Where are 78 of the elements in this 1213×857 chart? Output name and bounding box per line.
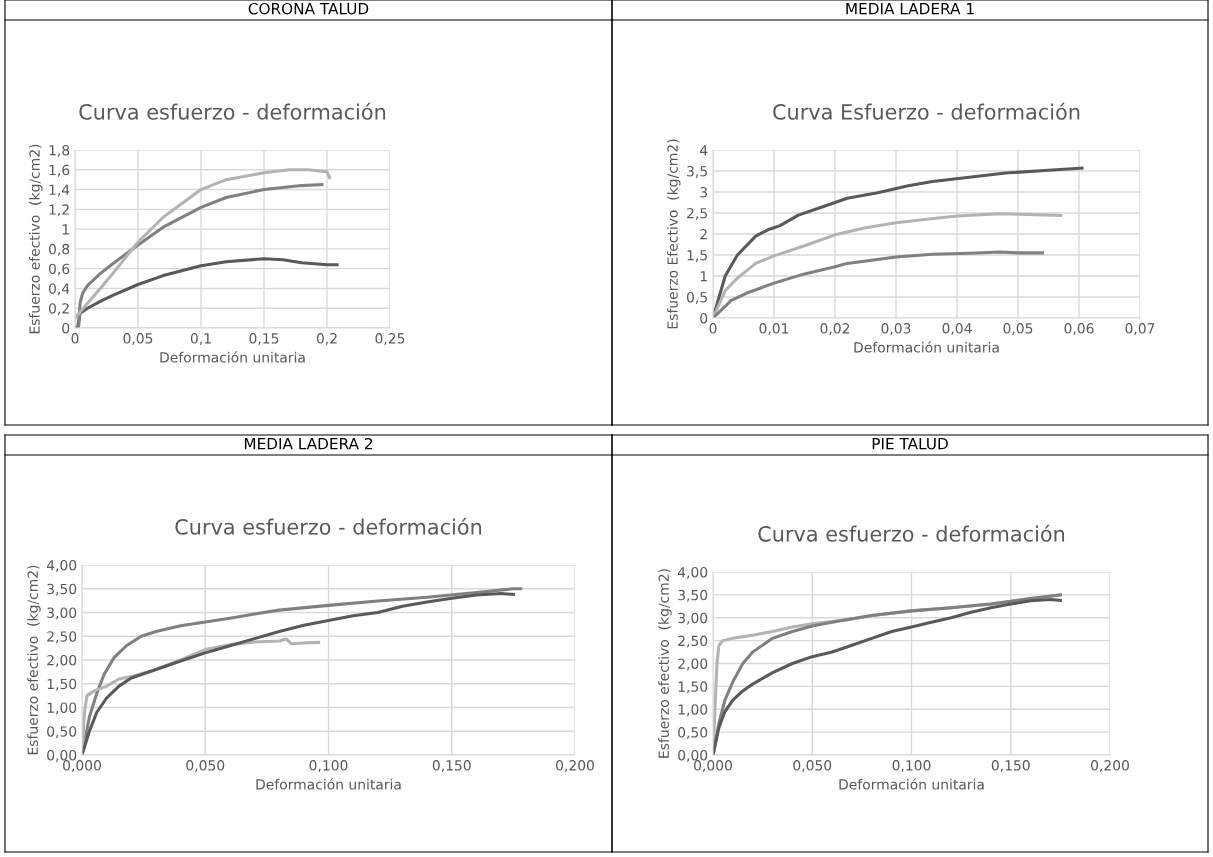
x-tick-label: 0,05	[123, 333, 153, 346]
y-tick-label: 3,50	[678, 589, 708, 602]
chart-title: MEDIA LADERA 2	[244, 437, 373, 450]
y-tick-label: 0,00	[47, 749, 77, 762]
y-tick-label: 1,6	[49, 164, 70, 177]
line-series	[75, 183, 324, 328]
chart-subtitle: Curva esfuerzo - deformación	[79, 102, 386, 120]
y-tick-label: 1,50	[678, 681, 708, 694]
y-tick-label: 1,00	[678, 704, 708, 717]
y-tick-label: 0,50	[678, 727, 708, 740]
y-tick-label: 2,00	[47, 654, 77, 667]
y-tick-label: 0,4	[48, 283, 70, 296]
x-tick-label: 0,200	[1091, 760, 1129, 773]
y-tick-label: 0	[700, 312, 708, 324]
y-tick-label: 3,00	[678, 612, 708, 625]
x-tick-label: 0,100	[309, 760, 348, 773]
y-tick-label: 1,50	[47, 678, 77, 691]
x-axis-title: Deformación unitaria	[839, 778, 984, 790]
chart-title: MEDIA LADERA 1	[846, 3, 974, 15]
x-tick-label: 0	[709, 323, 717, 334]
x-axis-title: Deformación unitaria	[160, 351, 305, 363]
x-tick-label: 0,150	[991, 760, 1030, 773]
y-tick-label: 0,2	[48, 303, 69, 316]
y-axis-title: Esfuerzo efectivo (kg/cm2)	[27, 565, 41, 755]
chart-title: PIE TALUD	[872, 438, 948, 450]
x-tick-label: 0,07	[1125, 323, 1155, 336]
x-tick-label: 0,2	[316, 333, 337, 346]
x-tick-label: 0,150	[432, 760, 471, 773]
y-tick-label: 2,50	[678, 635, 708, 648]
y-axis-title: Esfuerzo efectivo (kg/cm2)	[658, 569, 672, 758]
y-tick-label: 3	[700, 186, 708, 198]
y-axis-title: Esfuerzo efectivo (kg/cm2)	[29, 144, 43, 334]
x-tick-label: 0,100	[892, 760, 931, 773]
y-tick-label: 3,5	[687, 165, 707, 178]
y-tick-label: 2,50	[47, 631, 77, 644]
x-tick-label: 0,01	[759, 323, 789, 336]
y-tick-label: 3,00	[47, 607, 77, 620]
x-tick-label: 0,1	[190, 333, 211, 346]
y-tick-label: 4	[699, 145, 708, 156]
x-axis-title: Deformación unitaria	[854, 341, 999, 353]
y-tick-label: 1,00	[47, 702, 77, 715]
y-tick-label: 0,6	[48, 263, 70, 276]
y-tick-label: 0,50	[47, 726, 77, 739]
x-tick-label: 0,200	[556, 760, 594, 773]
y-tick-label: 2,5	[687, 207, 707, 220]
x-tick-label: 0,05	[1003, 323, 1033, 336]
line-series	[713, 250, 1044, 318]
chart-subtitle: Curva esfuerzo - deformación	[175, 517, 482, 535]
y-tick-label: 2	[700, 228, 707, 240]
y-tick-label: 1,4	[49, 184, 70, 197]
y-tick-label: 1,8	[49, 144, 70, 157]
chart-subtitle: Curva esfuerzo - deformación	[758, 524, 1065, 542]
y-axis-title: Esfuerzo Efectivo (kg/cm2)	[667, 139, 681, 329]
y-tick-label: 2,00	[678, 658, 708, 671]
y-tick-label: 0,8	[48, 243, 70, 256]
x-tick-label: 0,25	[375, 333, 405, 346]
y-tick-label: 1	[62, 224, 69, 235]
y-tick-label: 3,50	[47, 583, 77, 596]
y-tick-label: 4,00	[677, 566, 708, 579]
line-series	[75, 168, 332, 320]
x-tick-label: 0,02	[820, 323, 850, 336]
x-tick-label: 0,06	[1064, 323, 1094, 336]
x-axis-title: Deformación unitaria	[256, 778, 401, 790]
x-tick-label: 0,050	[793, 760, 832, 773]
x-tick-label: 0,000	[63, 760, 101, 773]
y-tick-label: 1,2	[49, 204, 69, 217]
x-tick-label: 0,04	[942, 323, 972, 336]
x-tick-label: 0,15	[249, 333, 279, 346]
chart-subtitle: Curva Esfuerzo - deformación	[773, 102, 1080, 120]
x-tick-label: 0,000	[694, 760, 732, 773]
y-tick-label: 1	[700, 271, 707, 282]
y-tick-label: 1,5	[687, 250, 707, 262]
y-tick-label: 0,00	[678, 749, 708, 762]
x-tick-label: 0,050	[186, 760, 225, 773]
chart-title: CORONA TALUD	[248, 2, 369, 15]
y-tick-label: 0,5	[686, 291, 707, 304]
x-tick-label: 0,03	[881, 323, 911, 336]
y-tick-label: 4,00	[46, 559, 77, 572]
